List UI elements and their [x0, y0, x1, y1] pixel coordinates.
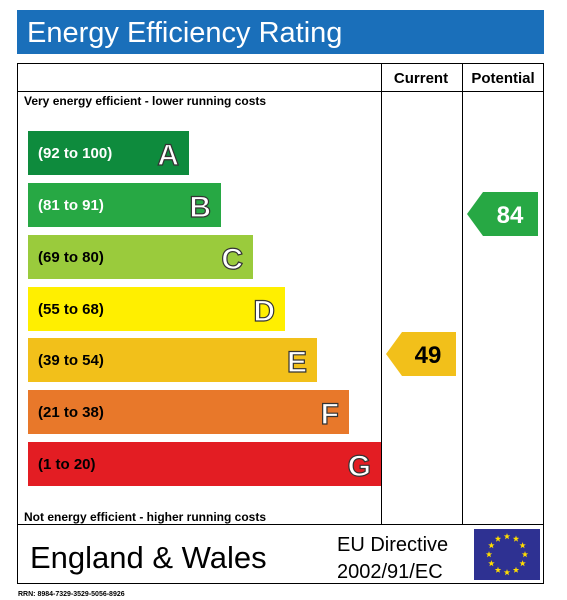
potential-rating: 84 — [497, 202, 524, 229]
band-range: (1 to 20) — [38, 456, 96, 473]
eu-star — [488, 542, 495, 549]
eu-star — [521, 551, 529, 558]
band-range: (81 to 91) — [38, 197, 104, 214]
bottom-note: Not energy efficient - higher running co… — [24, 510, 266, 524]
band-letter: E — [287, 346, 307, 379]
column-header: Potential — [471, 70, 534, 87]
eu-star — [503, 569, 511, 576]
potential-arrow — [467, 192, 538, 236]
band-letter: G — [348, 450, 371, 483]
band-bar — [28, 235, 253, 279]
region: England & Wales — [30, 540, 267, 575]
eu-stars — [485, 533, 529, 576]
band-range: (55 to 68) — [38, 301, 104, 318]
table-frame — [17, 63, 544, 584]
band-range: (92 to 100) — [38, 145, 112, 162]
eu-star — [485, 551, 493, 558]
top-note: Very energy efficient - lower running co… — [24, 94, 266, 108]
rrn: RRN: 8984-7329-3529-5056-8926 — [18, 591, 125, 598]
bands: (92 to 100) A (81 to 91) B (69 to 80) C (55 to… — [28, 131, 381, 486]
title: Energy Efficiency Rating — [27, 17, 342, 49]
band-bar — [28, 131, 189, 175]
eu-star — [494, 535, 502, 542]
band-range: (39 to 54) — [38, 352, 104, 369]
eu-star — [512, 535, 520, 542]
eu-star — [512, 566, 520, 573]
band-bar — [28, 390, 349, 434]
band-bar — [28, 442, 381, 486]
eu-star — [488, 560, 495, 567]
current-arrow — [386, 332, 456, 376]
current-rating: 49 — [415, 342, 442, 369]
title-bar — [17, 10, 544, 54]
band-letter: A — [157, 139, 179, 172]
directive: EU Directive — [337, 534, 448, 556]
band-letter: D — [253, 295, 275, 328]
band-letter: C — [221, 243, 243, 276]
band-bar — [28, 183, 221, 227]
directive: 2002/91/EC — [337, 561, 443, 583]
band-bar — [28, 287, 285, 331]
band-range: (21 to 38) — [38, 404, 104, 421]
eu-star — [519, 560, 526, 567]
eu-star — [519, 542, 526, 549]
column-header: Current — [394, 70, 448, 87]
band-letter: F — [321, 398, 339, 431]
eu-star — [494, 566, 502, 573]
band-letter: B — [189, 191, 211, 224]
band-range: (69 to 80) — [38, 249, 104, 266]
eu-star — [503, 533, 511, 540]
band-bar — [28, 338, 317, 382]
